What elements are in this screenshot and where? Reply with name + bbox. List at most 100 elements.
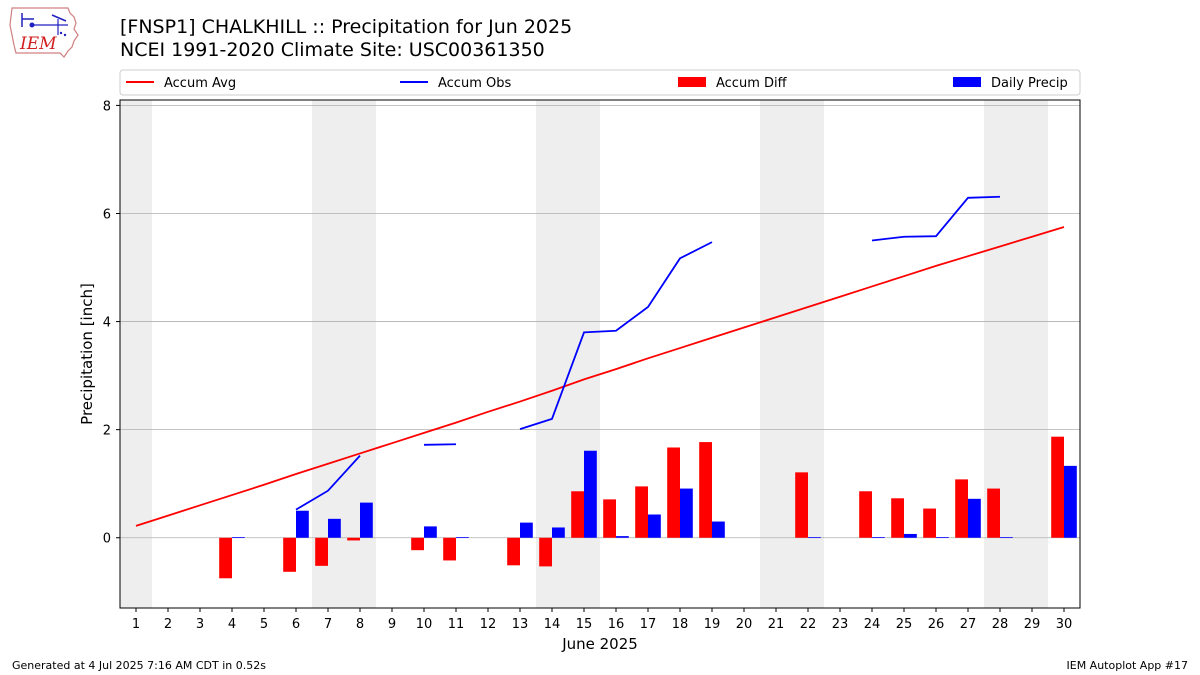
legend: Accum Avg Accum Obs Accum Diff Daily Precip	[119, 69, 1081, 96]
accum-diff-bar	[1051, 436, 1064, 538]
accum-diff-bar	[795, 472, 808, 538]
x-tick-label: 14	[544, 617, 561, 632]
daily-precip-bar	[808, 537, 821, 539]
accum-obs-line	[519, 241, 713, 430]
daily-precip-bar	[552, 527, 565, 538]
x-tick-label: 4	[228, 617, 236, 632]
accum-diff-bar	[411, 537, 424, 551]
legend-accum-obs: Accum Obs	[400, 76, 511, 91]
y-tick-label: 6	[103, 207, 111, 222]
accum-diff-bar	[859, 491, 872, 538]
daily-precip-bar	[296, 510, 309, 538]
x-tick-label: 29	[1024, 617, 1041, 632]
grid-lines	[120, 105, 1080, 539]
x-tick-label: 9	[388, 617, 396, 632]
accum-diff-bar	[219, 537, 232, 579]
daily-precip-bar	[904, 533, 917, 538]
y-tick-label: 2	[103, 424, 111, 439]
accum-diff-bar	[987, 488, 1000, 538]
x-tick-label: 22	[800, 617, 817, 632]
weekend-band	[120, 100, 152, 608]
accum-obs-line	[871, 195, 1001, 242]
daily-precip-bar	[616, 536, 629, 538]
logo-text: IEM	[19, 34, 57, 54]
daily-precip-bar	[424, 526, 437, 538]
accum-diff-bar	[507, 537, 520, 566]
accum-diff-bar	[603, 499, 616, 538]
daily-precip-bar	[872, 537, 885, 539]
legend-daily-precip: Daily Precip	[953, 76, 1068, 91]
x-tick-label: 30	[1056, 617, 1073, 632]
y-tick-label: 4	[103, 316, 111, 331]
accum-obs-line	[423, 443, 457, 446]
x-tick-label: 17	[640, 617, 657, 632]
daily-precip-bar	[1064, 465, 1077, 538]
accum-diff-bar	[315, 537, 328, 566]
accum-diff-bar	[667, 447, 680, 538]
chart-title: [FNSP1] CHALKHILL :: Precipitation for J…	[120, 16, 573, 38]
accum-avg-line	[135, 226, 1065, 527]
x-tick-label: 5	[260, 617, 268, 632]
x-tick-label: 23	[832, 617, 849, 632]
legend-accum-diff: Accum Diff	[678, 76, 788, 91]
x-tick-label: 8	[356, 617, 364, 632]
x-tick-label: 24	[864, 617, 881, 632]
daily-precip-bar	[584, 450, 597, 538]
x-tick-label: 28	[992, 617, 1009, 632]
x-tick-label: 7	[324, 617, 332, 632]
x-axis-label: June 2025	[561, 635, 638, 653]
accum-obs-line	[295, 454, 361, 511]
daily-precip-bar	[328, 518, 341, 538]
daily-precip-bar	[968, 498, 981, 538]
x-tick-label: 1	[132, 617, 140, 632]
legend-box	[119, 69, 1081, 96]
daily-precip-bar	[648, 514, 661, 538]
x-tick-label: 11	[448, 617, 465, 632]
iem-logo: IEM	[8, 5, 82, 61]
accum-diff-bar	[347, 537, 360, 541]
weekend-band	[760, 100, 792, 608]
accum-diff-bar	[955, 479, 968, 538]
legend-accum-avg: Accum Avg	[126, 76, 236, 91]
daily-precip-bar	[360, 502, 373, 538]
daily-precip-bar	[232, 537, 245, 539]
x-tick-label: 26	[928, 617, 945, 632]
weekend-band	[536, 100, 568, 608]
weekend-band	[1016, 100, 1048, 608]
accum-diff-bar	[635, 486, 648, 538]
legend-label: Accum Obs	[438, 76, 511, 91]
accum-diff-bar	[571, 491, 584, 538]
accum-diff-bar	[283, 537, 296, 572]
x-tick-label: 3	[196, 617, 204, 632]
y-axis-label: Precipitation [inch]	[78, 283, 96, 425]
x-tick-label: 6	[292, 617, 300, 632]
x-tick-label: 2	[164, 617, 172, 632]
accum-diff-bar	[891, 498, 904, 538]
lines	[135, 195, 1065, 527]
legend-label: Daily Precip	[991, 76, 1068, 91]
legend-swatch	[953, 77, 981, 87]
app-credit: IEM Autoplot App #17	[1066, 659, 1189, 672]
legend-label: Accum Diff	[716, 76, 788, 91]
daily-precip-bar	[520, 522, 533, 538]
x-tick-label: 25	[896, 617, 913, 632]
plot-frame	[119, 99, 1081, 609]
x-tick-label: 19	[704, 617, 721, 632]
accum-diff-bar	[539, 537, 552, 567]
daily-precip-bar	[456, 537, 469, 539]
y-tick-label: 8	[103, 99, 111, 114]
x-tick-label: 20	[736, 617, 753, 632]
legend-swatch	[678, 77, 706, 87]
accum-diff-bar	[923, 508, 936, 538]
daily-precip-bar	[936, 537, 949, 539]
chart-subtitle: NCEI 1991-2020 Climate Site: USC00361350	[120, 39, 545, 61]
generated-timestamp: Generated at 4 Jul 2025 7:16 AM CDT in 0…	[12, 659, 266, 672]
bars	[219, 436, 1077, 579]
x-tick-label: 18	[672, 617, 689, 632]
x-tick-label: 10	[416, 617, 433, 632]
x-tick-label: 13	[512, 617, 529, 632]
accum-diff-bar	[443, 537, 456, 561]
x-tick-label: 27	[960, 617, 977, 632]
